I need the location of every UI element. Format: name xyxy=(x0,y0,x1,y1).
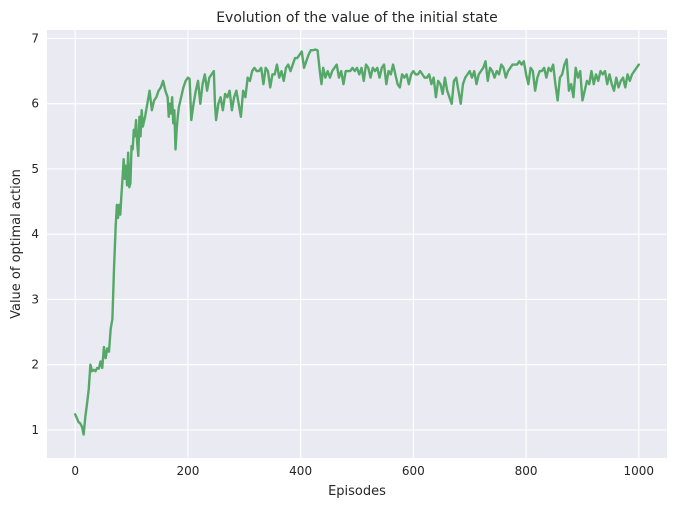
y-tick-label: 1 xyxy=(31,423,39,437)
y-tick-label: 6 xyxy=(31,97,39,111)
gridlines xyxy=(47,30,667,458)
x-tick-label: 1000 xyxy=(624,464,655,478)
x-tick-label: 200 xyxy=(176,464,199,478)
x-tick-label: 0 xyxy=(71,464,79,478)
x-tick-label: 800 xyxy=(515,464,538,478)
series-layer xyxy=(73,48,641,436)
y-tick-label: 2 xyxy=(31,358,39,372)
y-tick-label: 4 xyxy=(31,227,39,241)
y-tick-labels: 1 2 3 4 5 6 7 xyxy=(31,31,39,436)
x-tick-label: 400 xyxy=(289,464,312,478)
x-tick-label: 600 xyxy=(402,464,425,478)
series-line-initial-state-value xyxy=(73,48,641,436)
y-tick-label: 5 xyxy=(31,162,39,176)
x-tick-labels: 0 200 400 600 800 1000 xyxy=(71,464,654,478)
x-axis-label: Episodes xyxy=(328,484,386,499)
y-tick-label: 3 xyxy=(31,292,39,306)
y-axis-label: Value of optimal action xyxy=(9,169,24,319)
y-tick-label: 7 xyxy=(31,31,39,45)
chart-title: Evolution of the value of the initial st… xyxy=(216,10,498,26)
